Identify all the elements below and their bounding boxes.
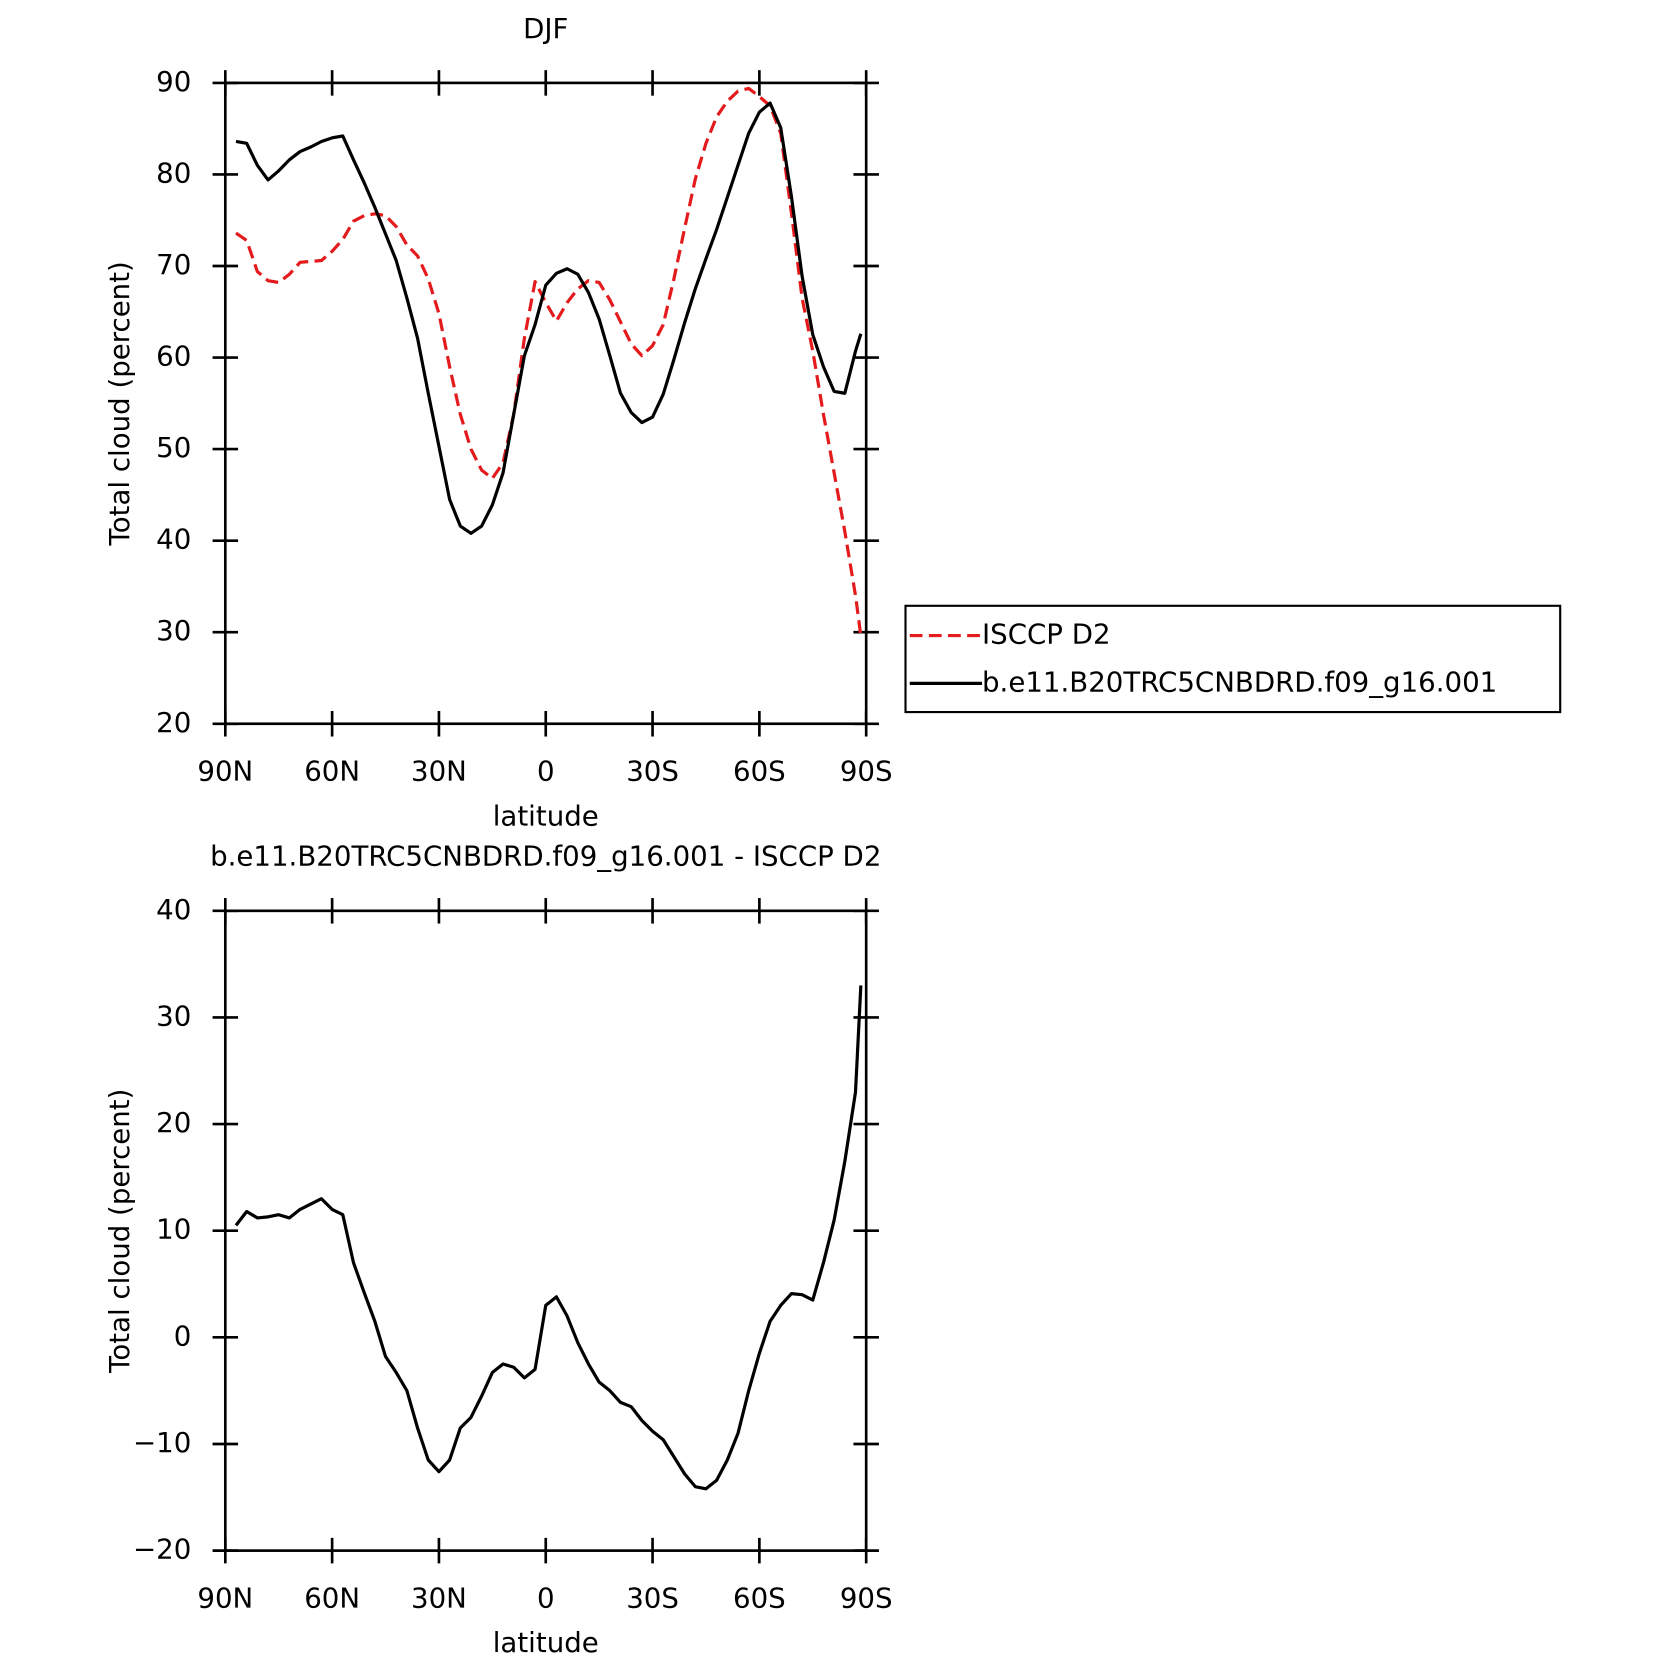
- figure-content: DJF latitude Total cloud (percent) 20 30 40 50…: [103, 12, 1562, 1658]
- x-tick-label: 0: [537, 755, 555, 788]
- y-tick-label: 50: [156, 431, 191, 464]
- panel: DJF latitude Total cloud (percent) 20 30 40 50…: [103, 12, 892, 833]
- y-tick-label: 60: [156, 340, 191, 373]
- y-tick-label: 30: [156, 999, 191, 1032]
- legend-label: b.e11.B20TRC5CNBDRD.f09_g16.001: [982, 665, 1497, 698]
- y-axis-label: Total cloud (percent): [103, 261, 136, 546]
- y-tick-label: 30: [156, 614, 191, 647]
- legend: ISCCP D2 b.e11.B20TRC5CNBDRD.f09_g16.001: [904, 604, 1562, 714]
- x-tick-label: 90S: [840, 1582, 893, 1615]
- x-axis-label: latitude: [493, 799, 599, 832]
- series-line: [235, 86, 863, 637]
- series-line: [234, 985, 863, 1491]
- x-tick-label: 60N: [304, 755, 360, 788]
- x-tick-label: 90S: [840, 755, 893, 788]
- x-tick-label: 90N: [197, 1582, 253, 1615]
- y-tick-label: 40: [156, 523, 191, 556]
- x-axis-label: latitude: [493, 1626, 599, 1658]
- y-tick-label: 20: [156, 1106, 191, 1139]
- y-tick-label: 20: [156, 706, 191, 739]
- y-tick-label: 40: [156, 893, 191, 926]
- series-line: [235, 101, 863, 535]
- y-tick-label: −20: [133, 1533, 191, 1566]
- legend-label: ISCCP D2: [982, 618, 1111, 651]
- y-tick-label: 10: [156, 1213, 191, 1246]
- y-tick-label: −10: [133, 1426, 191, 1459]
- chart-title: DJF: [523, 12, 568, 45]
- x-tick-label: 30S: [626, 1582, 679, 1615]
- x-tick-label: 30S: [626, 755, 679, 788]
- x-tick-label: 30N: [411, 755, 467, 788]
- x-tick-label: 60S: [733, 1582, 786, 1615]
- y-tick-label: 90: [156, 65, 191, 98]
- x-tick-label: 60N: [304, 1582, 360, 1615]
- plot-frame: [223, 81, 868, 726]
- y-tick-label: 0: [174, 1319, 192, 1352]
- y-tick-label: 80: [156, 156, 191, 189]
- x-tick-label: 30N: [411, 1582, 467, 1615]
- panel: b.e11.B20TRC5CNBDRD.f09_g16.001 - ISCCP …: [103, 840, 892, 1658]
- legend-frame: [904, 604, 1562, 714]
- x-tick-label: 90N: [197, 755, 253, 788]
- chart-title: b.e11.B20TRC5CNBDRD.f09_g16.001 - ISCCP …: [210, 840, 881, 873]
- y-tick-label: 70: [156, 248, 191, 281]
- plot-frame: [223, 909, 868, 1552]
- y-axis-label: Total cloud (percent): [103, 1089, 136, 1374]
- x-tick-label: 60S: [733, 755, 786, 788]
- x-tick-label: 0: [537, 1582, 555, 1615]
